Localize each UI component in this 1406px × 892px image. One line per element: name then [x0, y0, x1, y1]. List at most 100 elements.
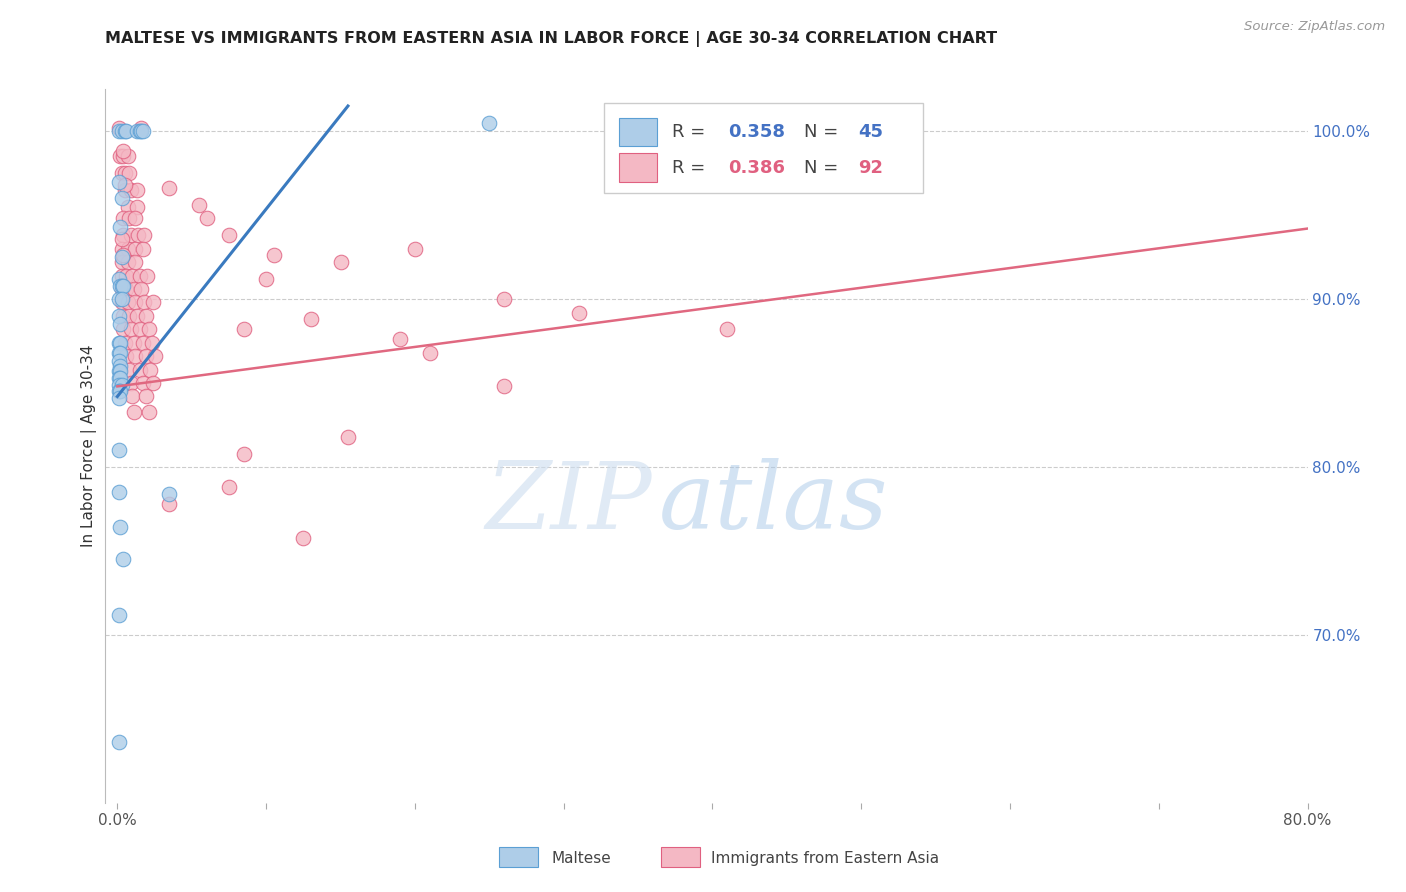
Point [122, 282, 145, 296]
Point [108, 309, 131, 323]
Point [122, 404, 145, 418]
Point [122, 335, 145, 350]
Point [159, 497, 181, 511]
Point [125, 200, 148, 214]
Point [127, 228, 149, 243]
Point [112, 322, 135, 336]
Point [110, 335, 132, 350]
Point [111, 191, 134, 205]
Point [142, 376, 165, 390]
Point [159, 487, 181, 501]
Point [120, 322, 142, 336]
Point [108, 607, 131, 622]
Point [111, 166, 134, 180]
Point [110, 359, 132, 374]
Point [110, 278, 132, 293]
Point [218, 480, 240, 494]
Point [128, 362, 150, 376]
Text: R =: R = [672, 123, 710, 141]
Point [115, 124, 138, 138]
Point [135, 309, 157, 323]
Point [716, 322, 738, 336]
Point [138, 322, 160, 336]
Point [111, 282, 134, 296]
Point [111, 124, 134, 138]
Point [299, 312, 322, 326]
Point [118, 362, 141, 376]
Point [254, 272, 277, 286]
Point [627, 120, 650, 135]
Point [108, 735, 131, 749]
Text: Immigrants from Eastern Asia: Immigrants from Eastern Asia [711, 851, 939, 865]
Point [139, 362, 162, 376]
Point [131, 124, 153, 138]
Point [114, 335, 136, 350]
Point [110, 318, 132, 332]
Point [118, 309, 141, 323]
Point [120, 228, 142, 243]
Point [404, 242, 426, 256]
Y-axis label: In Labor Force | Age 30-34: In Labor Force | Age 30-34 [82, 344, 97, 548]
Point [129, 120, 152, 135]
Point [115, 349, 138, 363]
Point [128, 322, 150, 336]
Point [111, 255, 134, 269]
Point [143, 349, 166, 363]
Point [134, 295, 156, 310]
Text: Source: ZipAtlas.com: Source: ZipAtlas.com [1244, 20, 1385, 33]
Point [117, 242, 139, 256]
Point [111, 292, 134, 306]
Text: 92: 92 [858, 159, 883, 177]
Text: atlas: atlas [658, 458, 889, 548]
Point [108, 364, 131, 378]
FancyBboxPatch shape [619, 118, 657, 146]
Point [110, 219, 132, 234]
Point [136, 268, 159, 283]
Point [121, 268, 143, 283]
Point [494, 379, 516, 393]
Point [141, 335, 163, 350]
Point [111, 242, 134, 256]
Point [134, 228, 156, 243]
Point [112, 211, 135, 226]
Point [110, 384, 132, 399]
Point [108, 371, 131, 385]
Text: 0.358: 0.358 [728, 123, 785, 141]
Point [108, 443, 131, 458]
Text: ZIP: ZIP [486, 458, 652, 548]
Point [117, 200, 139, 214]
Point [232, 446, 254, 460]
Point [114, 166, 136, 180]
Text: MALTESE VS IMMIGRANTS FROM EASTERN ASIA IN LABOR FORCE | AGE 30-34 CORRELATION C: MALTESE VS IMMIGRANTS FROM EASTERN ASIA … [105, 31, 998, 47]
Point [112, 145, 135, 159]
Point [135, 349, 157, 363]
Point [108, 120, 131, 135]
Point [112, 278, 135, 293]
Point [124, 242, 146, 256]
Point [195, 211, 218, 226]
Point [129, 282, 152, 296]
Point [120, 183, 142, 197]
Point [478, 116, 501, 130]
FancyBboxPatch shape [619, 153, 657, 182]
Point [108, 124, 131, 138]
Text: N =: N = [804, 123, 844, 141]
Point [125, 309, 148, 323]
Point [292, 531, 315, 545]
Point [336, 430, 359, 444]
Point [110, 346, 132, 360]
Point [115, 268, 138, 283]
Point [389, 332, 412, 346]
Point [124, 349, 146, 363]
Text: N =: N = [804, 159, 844, 177]
Text: 0.386: 0.386 [728, 159, 785, 177]
Point [117, 255, 139, 269]
Point [131, 376, 153, 390]
Point [125, 124, 148, 138]
Point [112, 149, 135, 163]
Point [111, 268, 134, 283]
Point [111, 278, 134, 293]
Point [108, 391, 131, 405]
Point [232, 322, 254, 336]
Point [128, 268, 150, 283]
